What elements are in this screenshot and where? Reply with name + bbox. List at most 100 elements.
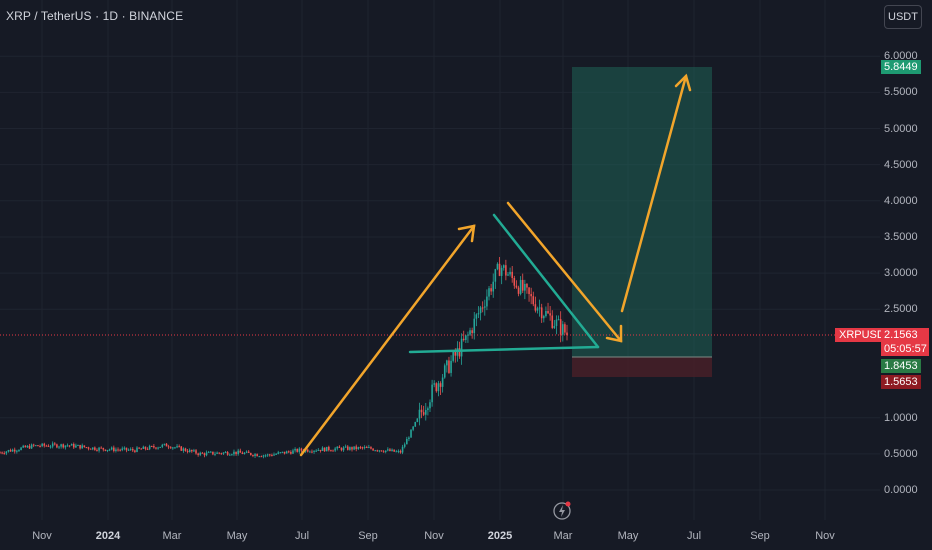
target-price-badge: 5.8449 [881,60,921,74]
time-tick-label: Jul [294,530,310,542]
candle-body [231,454,233,456]
candle-body [104,449,107,451]
candle-body [519,279,522,294]
candle-body [486,296,488,307]
candle-body [317,449,320,451]
candle-body [313,450,315,452]
candle-body [72,443,75,448]
candle-body [422,412,425,415]
candle-body [5,451,8,454]
candle-body [532,296,535,305]
candle-body [205,452,208,456]
candle-body [330,450,332,452]
time-tick-label: Mar [162,530,182,542]
candle-body [35,445,37,447]
candle-body [172,447,174,449]
candle-body [125,447,128,451]
candle-body [511,271,513,279]
candle-body [163,443,166,445]
candle-body [127,449,130,451]
candle-body [262,455,265,457]
candle-body [184,448,187,452]
time-tick-label: Nov [32,530,52,542]
candle-body [521,279,524,291]
candle-body [349,447,351,450]
candle-body [216,452,218,454]
candle-body [361,447,364,449]
candle-body [424,410,427,415]
candle-body [119,449,121,451]
candle-body [68,445,71,447]
candle-body [502,265,505,268]
candle-body [41,443,43,447]
candle-body [254,454,256,457]
candle-body [193,450,195,452]
candle-body [13,449,16,452]
target-zone [572,67,712,357]
price-tick-label: 6.0000 [884,50,918,63]
candle-body [54,443,56,445]
price-tick-label: 1.0000 [884,411,918,424]
candle-body [243,452,246,455]
candle-body [106,449,109,451]
time-tick-label: May [617,530,639,542]
candle-body [290,451,292,454]
candle-body [66,445,69,447]
currency-button[interactable]: USDT [884,5,922,29]
candle-body [416,418,419,422]
candle-body [370,447,372,449]
candle-body [555,319,558,326]
last-price-badge: 2.1563 05:05:57 [881,328,929,356]
candle-body [233,451,235,455]
candle-body [334,448,336,451]
candle-body [399,450,402,453]
time-tick-label: Jul [686,530,702,542]
candle-body [378,450,381,452]
candle-body [283,451,286,454]
candle-body [146,448,149,450]
symbol-title[interactable]: XRP / TetherUS · 1D · BINANCE [6,9,184,23]
candle-body [62,444,65,448]
candle-body [524,284,526,291]
price-tick-label: 4.0000 [884,194,918,207]
candle-body [437,383,440,392]
time-tick-label: Sep [750,530,770,542]
candle-body [58,446,60,448]
candle-body [47,445,50,447]
time-tick-label: Sep [358,530,378,542]
candle-body [81,445,84,449]
candle-body [167,446,170,448]
candle-body [408,437,410,439]
candle-body [83,445,86,448]
candle-body [75,445,77,448]
lightning-icon[interactable] [552,500,572,520]
candle-body [140,448,143,450]
candle-body [142,446,145,449]
candle-body [138,447,140,449]
candle-body [28,445,31,449]
candle-series [0,256,568,459]
candle-body [60,444,62,447]
candle-body [481,307,484,309]
candle-body [418,409,421,419]
candle-body [391,449,393,452]
candle-body [549,313,551,316]
candle-body [338,446,341,448]
candle-body [203,453,206,456]
price-tick-label: 0.5000 [884,447,918,460]
candle-body [460,338,463,357]
candle-body [24,445,27,448]
grid-lines [0,0,880,520]
candle-body [292,450,294,454]
drawing-arrow-up-left [299,224,476,457]
countdown-timer: 05:05:57 [884,343,927,355]
candle-body [113,447,115,452]
candle-body [218,452,221,454]
candle-body [188,449,191,453]
candle-body [513,278,516,286]
candle-body [182,448,185,451]
candle-body [298,448,301,452]
candle-body [239,450,242,453]
candle-body [431,384,433,403]
